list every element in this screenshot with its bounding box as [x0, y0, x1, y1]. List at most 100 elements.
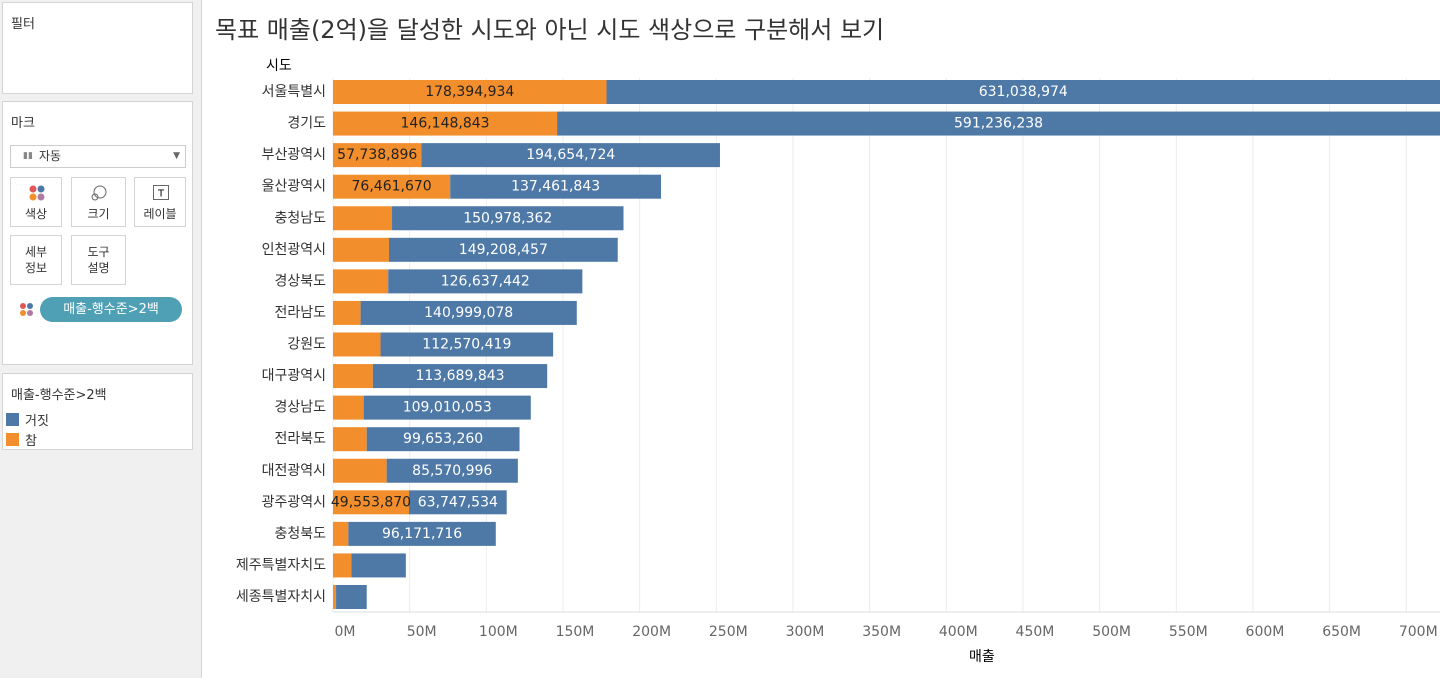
bar-label: 126,637,442: [441, 273, 530, 289]
bar-label: 149,208,457: [459, 242, 548, 258]
category-label: 서울특별시: [262, 84, 326, 100]
bar-label: 109,010,053: [403, 400, 492, 416]
bar-label: 146,148,843: [401, 116, 490, 132]
category-label: 대전광역시: [262, 463, 326, 479]
chart-title: 목표 매출(2억)을 달성한 시도와 아닌 시도 색상으로 구분해서 보기: [215, 16, 884, 44]
mark-type-dropdown[interactable]: 자동 ▮▮ ▼: [10, 145, 186, 168]
label-button[interactable]: 레이블 T: [134, 177, 186, 227]
bar-label: 96,171,716: [382, 526, 462, 542]
bar-label: 140,999,078: [424, 305, 513, 321]
category-label: 광주광역시: [262, 494, 326, 510]
marks-title: 마크: [11, 116, 35, 131]
category-label: 제주특별자치도: [236, 557, 326, 573]
marks-panel: 마크 자동 ▮▮ ▼ 색상 크기 레이블 T 세부 정보 도구 설명 매출-행수…: [2, 101, 193, 365]
legend-label: 참: [25, 433, 37, 449]
label-icon: T: [153, 185, 169, 200]
bar: [336, 585, 367, 609]
color-button[interactable]: 색상: [10, 177, 62, 227]
x-tick-label: 600M: [1246, 624, 1285, 640]
bar: [333, 395, 364, 420]
bar-label: 63,747,534: [418, 494, 498, 510]
bar: [386, 458, 518, 483]
bar: [372, 364, 548, 389]
x-tick-label: 150M: [556, 624, 595, 640]
bar-label: 113,689,843: [415, 368, 504, 384]
category-label: 경상남도: [274, 400, 326, 416]
bar-label: 178,394,934: [425, 84, 514, 100]
bar: [606, 80, 1440, 104]
svg-text:T: T: [157, 189, 165, 200]
category-label: 울산광역시: [262, 179, 326, 195]
bar-label: 631,038,974: [979, 84, 1068, 100]
x-tick-label: 350M: [862, 624, 901, 640]
x-tick-label: 700M: [1399, 624, 1438, 640]
detail-button[interactable]: 세부 정보: [10, 235, 62, 285]
bar: [380, 332, 554, 357]
bar: [333, 80, 607, 104]
legend-swatch: [6, 412, 19, 426]
bar: [333, 585, 337, 609]
bar: [392, 206, 624, 231]
bar: [333, 490, 409, 515]
filters-panel: 필터: [2, 2, 193, 94]
bar-label: 150,978,362: [463, 210, 552, 226]
mark-type: 자동: [39, 149, 62, 163]
bar: [388, 237, 618, 262]
bar: [333, 364, 373, 389]
bar: [333, 458, 387, 483]
bar: [333, 521, 349, 546]
button-label: 크기: [87, 207, 110, 221]
category-label: 부산광역시: [262, 147, 326, 163]
bar: [363, 395, 531, 420]
tooltip-button[interactable]: 도구 설명: [71, 235, 126, 285]
size-button[interactable]: 크기: [71, 177, 126, 227]
bar: [333, 269, 389, 294]
bar-label: 137,461,843: [511, 179, 600, 195]
category-label: 경상북도: [274, 273, 326, 289]
bar: [557, 111, 1440, 136]
x-tick-label: 50M: [407, 624, 437, 640]
category-label: 전라북도: [274, 431, 326, 447]
bar-label: 76,461,670: [352, 179, 432, 195]
x-tick-label: 0M: [335, 624, 356, 640]
bar: [333, 111, 558, 136]
bar-label: 99,653,260: [403, 431, 483, 447]
bar: [388, 269, 583, 294]
bar-label: 57,738,896: [337, 147, 417, 163]
y-axis-title: 시도: [266, 58, 292, 74]
legend-title: 매출-행수준>2백: [11, 388, 107, 403]
bar: [450, 174, 661, 199]
legend-item[interactable]: 참: [6, 429, 49, 449]
x-tick-label: 250M: [709, 624, 748, 640]
legend-label: 거짓: [25, 413, 49, 429]
filters-title: 필터: [11, 17, 35, 32]
color-icon: [29, 185, 45, 201]
bar: [348, 521, 496, 546]
bar: [351, 553, 406, 578]
bar-label: 194,654,724: [526, 147, 615, 163]
bar: [333, 143, 422, 168]
x-axis-title: 매출: [969, 649, 995, 665]
category-label: 세종특별자치시: [236, 589, 326, 605]
x-tick-label: 400M: [939, 624, 978, 640]
x-tick-label: 500M: [1092, 624, 1131, 640]
button-label: 색상: [24, 207, 48, 221]
button-label: 도구 설명: [87, 245, 110, 275]
category-label: 전라남도: [274, 305, 326, 321]
sidebar: 필터 마크 자동 ▮▮ ▼ 색상 크기 레이블 T 세부 정보 도구 설명 매출…: [0, 0, 202, 678]
legend-swatch: [6, 432, 19, 446]
button-label: 세부 정보: [24, 245, 48, 275]
category-label: 충청남도: [274, 210, 326, 226]
legend-item[interactable]: 거짓: [6, 409, 49, 429]
bar: [333, 237, 389, 262]
color-pill[interactable]: 매출-행수준>2백: [40, 297, 182, 322]
button-label: 레이블: [143, 207, 177, 221]
pill-color-icon: [20, 303, 33, 316]
mark-icon: ▮▮: [23, 151, 33, 161]
x-tick-label: 550M: [1169, 624, 1208, 640]
category-label: 인천광역시: [262, 242, 326, 258]
category-label: 강원도: [287, 337, 326, 353]
